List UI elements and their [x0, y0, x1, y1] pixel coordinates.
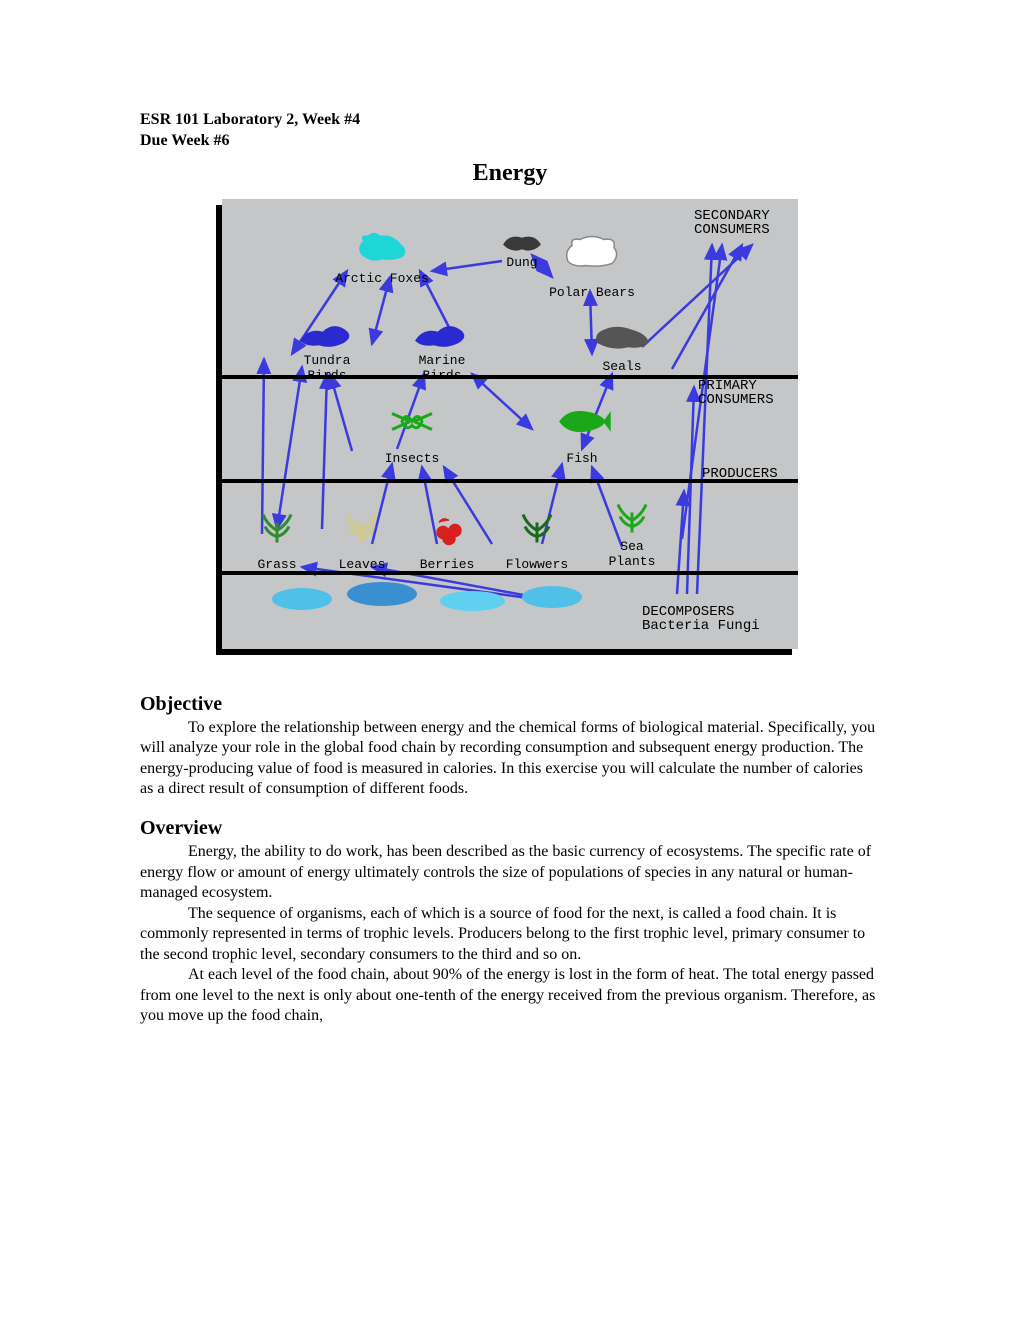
organism-seals	[592, 316, 652, 361]
organism-label-leaves: Leaves	[339, 557, 386, 572]
trophic-level-label: PRIMARY CONSUMERS	[696, 379, 792, 408]
food-web-arrow	[642, 245, 752, 347]
organism-grass	[247, 506, 307, 551]
organism-label-insects: Insects	[385, 451, 440, 466]
header-line-1: ESR 101 Laboratory 2, Week #4	[140, 110, 880, 131]
organism-polar-bears	[562, 231, 622, 276]
lab-header: ESR 101 Laboratory 2, Week #4 Due Week #…	[140, 110, 880, 152]
food-web-diagram: SECONDARY CONSUMERS PRIMARY CONSUMERS PROD…	[222, 199, 798, 649]
food-web-arrow	[677, 491, 684, 594]
organism-label-grass: Grass	[257, 557, 296, 572]
food-web-diagram-container: SECONDARY CONSUMERS PRIMARY CONSUMERS PROD…	[140, 199, 880, 649]
decomposer-blob	[522, 586, 582, 608]
overview-heading: Overview	[140, 817, 880, 840]
organism-arctic-foxes	[352, 226, 412, 271]
document-page: ESR 101 Laboratory 2, Week #4 Due Week #…	[0, 0, 1020, 1105]
organism-flowers	[507, 506, 567, 551]
organism-label-marine-birds: MarineBirds	[419, 353, 466, 383]
paragraph: At each level of the food chain, about 9…	[140, 965, 880, 1026]
food-web-arrow	[472, 374, 532, 429]
organism-label-flowers: Flowwers	[506, 557, 568, 572]
paragraph: The sequence of organisms, each of which…	[140, 904, 880, 965]
trophic-level-label: PRODUCERS	[700, 467, 792, 482]
food-web-arrow	[322, 374, 327, 529]
organism-insects	[382, 401, 442, 446]
header-line-2: Due Week #6	[140, 131, 880, 152]
decomposer-blob	[440, 591, 505, 611]
organism-label-arctic-foxes: Arctic Foxes	[335, 271, 429, 286]
organism-label-tundra-birds: TundraBirds	[304, 353, 351, 383]
food-web-arrow	[372, 277, 390, 344]
organism-label-berries: Berries	[420, 557, 475, 572]
organism-fish	[552, 401, 612, 446]
trophic-level-label: DECOMPOSERS Bacteria Fungi	[640, 605, 792, 634]
paragraph: To explore the relationship between ener…	[140, 718, 880, 800]
organism-label-seals: Seals	[602, 359, 641, 374]
overview-section: Overview Energy, the ability to do work,…	[140, 817, 880, 1026]
organism-label-fish: Fish	[566, 451, 597, 466]
decomposer-blob	[272, 588, 332, 610]
food-web-arrow	[277, 367, 302, 529]
paragraph: Energy, the ability to do work, has been…	[140, 842, 880, 903]
objective-section: Objective To explore the relationship be…	[140, 693, 880, 800]
objective-body: To explore the relationship between ener…	[140, 718, 880, 800]
organism-leaves	[332, 506, 392, 551]
organism-berries	[417, 506, 477, 551]
overview-body: Energy, the ability to do work, has been…	[140, 842, 880, 1026]
decomposer-blob	[347, 582, 417, 606]
trophic-level-label: SECONDARY CONSUMERS	[692, 209, 792, 238]
page-title: Energy	[140, 160, 880, 187]
organism-label-polar-bears: Polar Bears	[549, 285, 635, 300]
objective-heading: Objective	[140, 693, 880, 716]
organism-sea-plants	[602, 496, 662, 541]
food-web-arrow	[330, 374, 352, 451]
organism-label-dung: Dung	[506, 255, 537, 270]
organism-label-sea-plants: SeaPlants	[609, 539, 656, 569]
